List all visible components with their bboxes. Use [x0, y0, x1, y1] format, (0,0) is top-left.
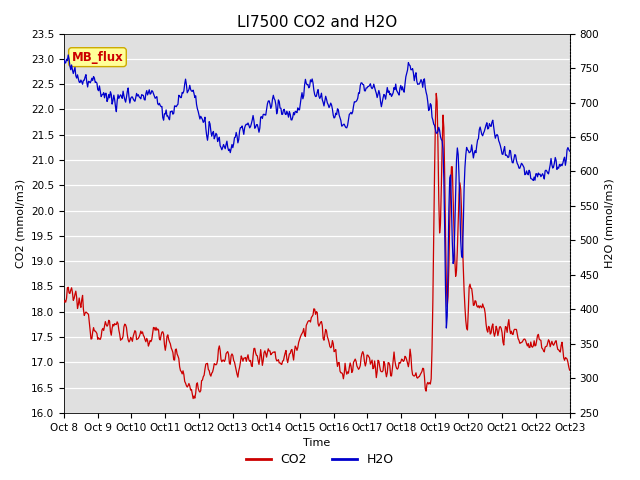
Y-axis label: H2O (mmol/m3): H2O (mmol/m3) [605, 179, 614, 268]
Title: LI7500 CO2 and H2O: LI7500 CO2 and H2O [237, 15, 397, 30]
X-axis label: Time: Time [303, 438, 330, 448]
Y-axis label: CO2 (mmol/m3): CO2 (mmol/m3) [15, 179, 26, 268]
Text: MB_flux: MB_flux [72, 51, 124, 64]
Legend: CO2, H2O: CO2, H2O [241, 448, 399, 471]
